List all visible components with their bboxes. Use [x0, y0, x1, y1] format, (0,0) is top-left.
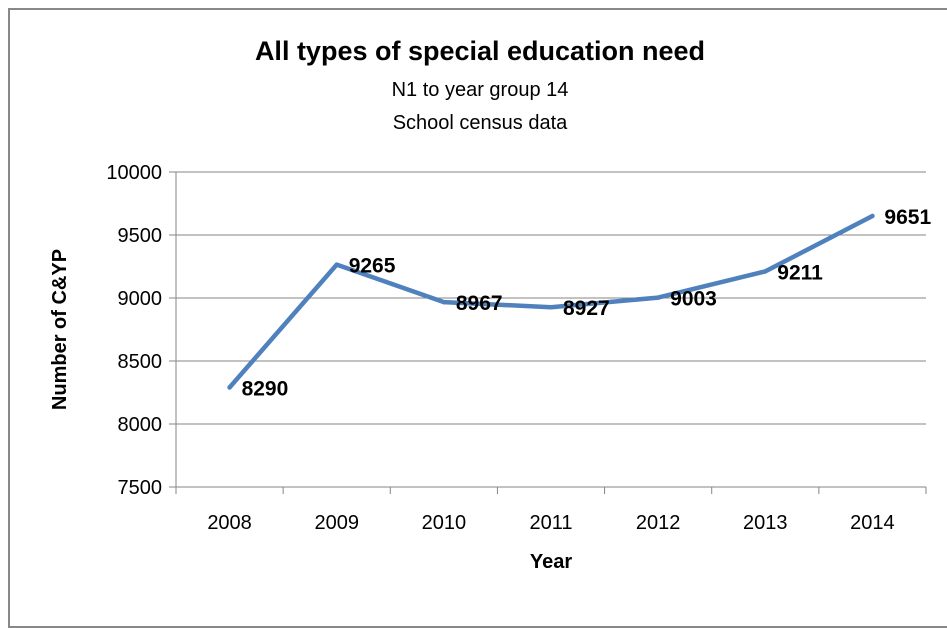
data-label-2011: 8927 [563, 297, 610, 320]
x-tick-label-2011: 2011 [529, 512, 572, 534]
axes [169, 171, 927, 494]
chart-subtitle-source: School census data [392, 112, 568, 134]
chart-title: All types of special education need [254, 36, 706, 66]
tick-labels: 7500 8000 8500 9000 9500 10000 2008 2009 2010 201… [106, 162, 894, 534]
x-tick-label-2013: 2013 [743, 512, 788, 534]
data-label-2013: 9211 [777, 261, 823, 284]
chart-subtitle-range: N1 to year group 14 [391, 79, 569, 101]
x-tick-label-2008: 2008 [207, 512, 252, 534]
data-label-2012: 9003 [670, 288, 717, 311]
data-label-2014: 9651 [884, 206, 931, 229]
data-labels: 8290 9265 8967 8927 9003 9211 9651 [242, 206, 932, 400]
y-tick-label-9500: 9500 [118, 225, 163, 247]
data-point-2013 [763, 269, 768, 274]
y-tick-label-7500: 7500 [118, 477, 163, 499]
data-point-2009 [334, 262, 339, 267]
x-tick-label-2009: 2009 [314, 512, 359, 534]
data-label-2010: 8967 [456, 292, 503, 315]
x-tick-label-2010: 2010 [422, 512, 467, 534]
data-point-2011 [548, 304, 554, 310]
y-tick-label-8000: 8000 [118, 414, 163, 436]
data-label-2008: 8290 [242, 377, 289, 400]
line-chart: 7500 8000 8500 9000 9500 10000 2008 2009 2010 201… [49, 162, 932, 573]
y-tick-label-10000: 10000 [106, 162, 162, 184]
data-point-2010 [441, 299, 447, 305]
chart-frame [8, 8, 947, 628]
data-point-2012 [655, 295, 661, 300]
data-point-2014 [870, 213, 875, 219]
y-axis-title: Number of C&YP [49, 249, 71, 410]
y-tick-label-8500: 8500 [118, 351, 163, 373]
x-axis-title: Year [530, 551, 572, 573]
gridlines [176, 171, 926, 488]
data-point-2008 [227, 385, 232, 390]
y-tick-label-9000: 9000 [118, 288, 163, 310]
data-label-2009: 9265 [349, 255, 396, 278]
series-layer [227, 213, 875, 390]
x-tick-label-2012: 2012 [636, 512, 681, 534]
series-line [227, 213, 875, 390]
x-tick-label-2014: 2014 [850, 512, 895, 534]
